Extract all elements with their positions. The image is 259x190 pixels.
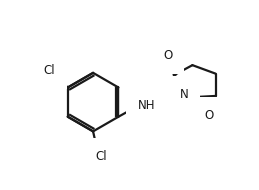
Text: Cl: Cl — [44, 64, 55, 77]
Text: Cl: Cl — [95, 150, 107, 163]
Text: N: N — [179, 88, 188, 101]
Text: O: O — [163, 49, 172, 62]
Text: NH: NH — [138, 99, 156, 112]
Text: O: O — [205, 109, 214, 122]
